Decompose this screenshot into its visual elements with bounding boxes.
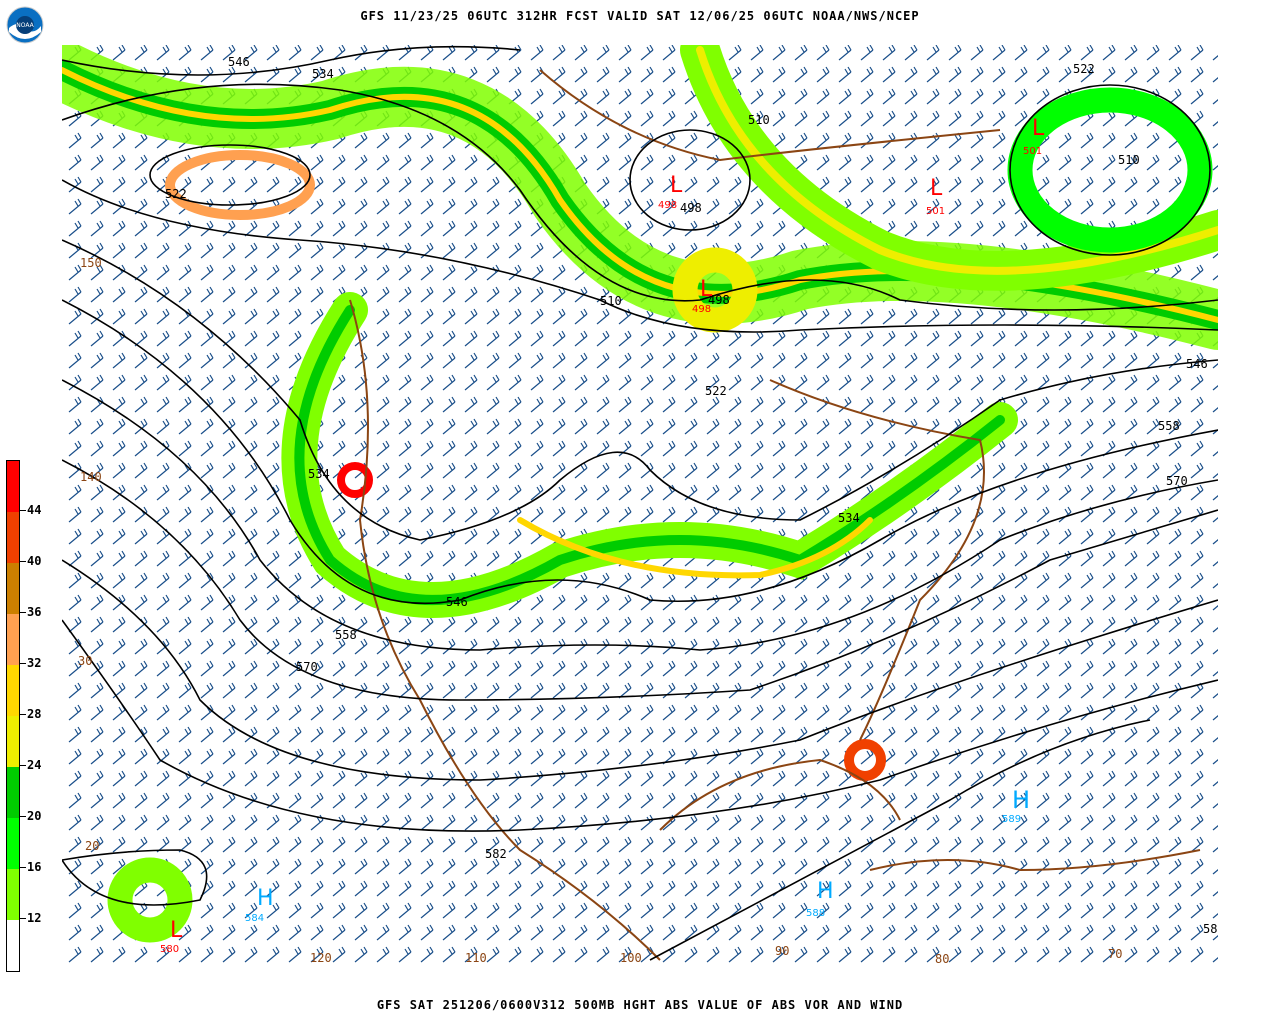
svg-text:570: 570 — [1166, 474, 1188, 488]
svg-text:30: 30 — [78, 654, 92, 668]
svg-text:498: 498 — [692, 304, 711, 315]
svg-text:140: 140 — [80, 470, 102, 484]
contour-labels: 546 534 522 510 498 498 510 522 510 510 … — [165, 0, 1240, 861]
svg-text:558: 558 — [335, 628, 357, 642]
svg-text:580: 580 — [160, 944, 179, 955]
color-legend: 44 40 36 32 28 24 20 16 12 — [6, 460, 41, 972]
svg-text:H: H — [817, 879, 834, 904]
svg-text:546: 546 — [228, 55, 250, 69]
legend-tick: 28 — [19, 707, 42, 721]
svg-text:546: 546 — [1186, 357, 1208, 371]
svg-text:510: 510 — [1118, 153, 1140, 167]
svg-text:H: H — [1012, 786, 1030, 814]
svg-text:584: 584 — [245, 913, 264, 924]
svg-text:510: 510 — [1218, 0, 1240, 4]
legend-tick: 20 — [19, 809, 42, 823]
legend-band — [7, 563, 19, 614]
svg-text:498: 498 — [658, 200, 677, 211]
svg-text:582: 582 — [485, 847, 507, 861]
vorticity-shading — [62, 45, 1218, 943]
svg-text:498: 498 — [708, 293, 730, 307]
svg-text:L: L — [930, 176, 943, 201]
legend-tick: 16 — [19, 860, 42, 874]
svg-text:534: 534 — [308, 467, 330, 481]
svg-text:498: 498 — [680, 201, 702, 215]
map-caption: GFS SAT 251206/0600V312 500MB HGHT ABS V… — [376, 998, 904, 1012]
legend-band — [7, 461, 19, 512]
svg-text:L: L — [1032, 116, 1045, 141]
svg-text:20: 20 — [85, 839, 99, 853]
svg-text:588: 588 — [806, 908, 825, 919]
svg-text:510: 510 — [748, 113, 770, 127]
legend-tick: 44 — [19, 503, 42, 517]
legend-band — [7, 920, 19, 971]
legend-band — [7, 818, 19, 869]
svg-text:589: 589 — [1002, 814, 1021, 825]
legend-band — [7, 614, 19, 665]
svg-text:534: 534 — [838, 511, 860, 525]
svg-text:570: 570 — [296, 660, 318, 674]
svg-text:501: 501 — [926, 206, 945, 217]
svg-text:90: 90 — [775, 944, 789, 958]
svg-text:H: H — [257, 886, 274, 911]
legend-band — [7, 665, 19, 716]
noaa-logo: NOAA — [6, 6, 44, 44]
svg-text:100: 100 — [620, 951, 642, 965]
svg-text:522: 522 — [1073, 62, 1095, 76]
wind-barbs — [62, 45, 1218, 966]
map-title: GFS 11/23/25 06UTC 312HR FCST VALID SAT … — [360, 9, 920, 23]
svg-text:534: 534 — [312, 67, 334, 81]
svg-text:546: 546 — [446, 595, 468, 609]
svg-text:558: 558 — [1158, 419, 1180, 433]
legend-tick: 36 — [19, 605, 42, 619]
legend-tick: 12 — [19, 911, 42, 925]
svg-text:522: 522 — [705, 384, 727, 398]
svg-text:58: 58 — [1203, 922, 1217, 936]
lat-lon-labels: 150 140 30 20 120 110 100 90 80 70 58 — [78, 256, 1217, 966]
legend-band — [7, 869, 19, 920]
coastlines — [349, 69, 1201, 961]
pressure-centers: L 501 L 501 L 498 L 498 L 580 H 589 H 58… — [160, 116, 1045, 955]
svg-text:522: 522 — [165, 187, 187, 201]
svg-text:70: 70 — [1108, 947, 1122, 961]
svg-text:L: L — [700, 277, 713, 302]
svg-text:110: 110 — [465, 951, 487, 965]
svg-text:80: 80 — [935, 952, 949, 966]
legend-tick: 32 — [19, 656, 42, 670]
svg-text:120: 120 — [310, 951, 332, 965]
legend-band — [7, 512, 19, 563]
legend-tick: 40 — [19, 554, 42, 568]
svg-text:L: L — [670, 173, 683, 198]
legend-band — [7, 716, 19, 767]
svg-text:L: L — [170, 918, 183, 943]
svg-text:501: 501 — [1023, 146, 1042, 157]
height-contours — [62, 45, 1218, 961]
svg-text:150: 150 — [80, 256, 102, 270]
svg-text:510: 510 — [600, 294, 622, 308]
svg-text:NOAA: NOAA — [16, 22, 34, 29]
legend-band — [7, 767, 19, 818]
legend-tick: 24 — [19, 758, 42, 772]
